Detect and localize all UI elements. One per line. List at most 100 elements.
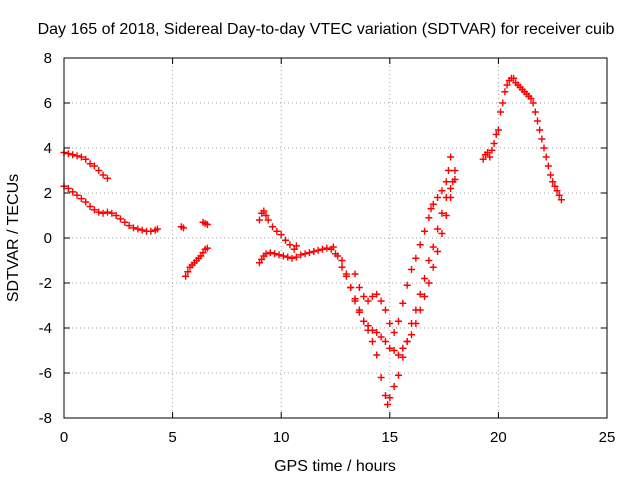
data-point — [449, 178, 457, 186]
data-point — [153, 225, 161, 233]
data-point — [112, 212, 120, 219]
data-point — [429, 243, 437, 251]
data-point — [390, 383, 398, 390]
data-point — [421, 293, 429, 300]
data-point — [368, 326, 376, 334]
y-tick-label: 4 — [44, 140, 52, 157]
data-point — [262, 250, 270, 258]
data-point — [386, 344, 394, 352]
data-point — [416, 290, 424, 298]
data-point — [364, 297, 372, 305]
data-point — [533, 117, 541, 125]
data-point — [116, 215, 124, 223]
data-point — [297, 251, 305, 259]
y-tick-label: 6 — [44, 95, 52, 112]
y-tick-label: -4 — [39, 320, 52, 337]
x-tick-label: 5 — [168, 429, 176, 446]
data-point — [86, 160, 94, 168]
data-point — [355, 306, 363, 314]
y-axis-label: SDTVAR / TECUs — [5, 174, 22, 302]
data-point — [329, 243, 337, 251]
data-point — [377, 297, 385, 305]
data-point — [264, 216, 272, 224]
data-point — [484, 149, 492, 156]
data-point — [108, 209, 116, 217]
data-point — [103, 208, 111, 216]
data-point — [292, 253, 300, 261]
data-point — [90, 162, 98, 170]
data-point — [373, 351, 381, 359]
data-point — [334, 252, 342, 260]
x-tick-label: 20 — [490, 429, 507, 446]
data-point — [421, 227, 429, 235]
data-point — [527, 95, 535, 102]
series-1 — [182, 218, 211, 280]
data-point — [394, 317, 402, 325]
series-0 — [60, 149, 187, 235]
data-point — [138, 226, 146, 234]
data-point — [323, 244, 331, 252]
data-point — [390, 347, 398, 354]
data-point — [412, 320, 420, 327]
data-point — [381, 392, 389, 399]
data-point — [147, 227, 155, 235]
data-point — [438, 187, 446, 195]
data-point — [64, 150, 72, 158]
data-points — [60, 74, 565, 408]
data-point — [438, 209, 446, 217]
x-axis-label: GPS time / hours — [274, 458, 396, 475]
data-point — [255, 216, 263, 224]
data-point — [540, 144, 548, 152]
data-point — [86, 203, 94, 210]
data-point — [442, 212, 450, 219]
data-point — [434, 225, 442, 233]
data-point — [408, 266, 416, 273]
data-point — [95, 208, 103, 216]
data-point — [82, 198, 90, 206]
data-point — [451, 167, 459, 174]
data-point — [427, 205, 435, 213]
data-point — [555, 191, 563, 199]
y-tick-label: 0 — [44, 230, 52, 247]
data-point — [355, 284, 363, 291]
data-point — [553, 187, 561, 195]
x-tick-label: 0 — [60, 429, 68, 446]
data-point — [416, 306, 424, 314]
data-point — [412, 254, 420, 262]
data-point — [399, 299, 407, 307]
chart-title: Day 165 of 2018, Sidereal Day-to-day VTE… — [38, 21, 615, 38]
data-point — [434, 248, 442, 255]
x-tick-label: 25 — [599, 429, 616, 446]
data-point — [82, 155, 90, 163]
data-point — [438, 230, 446, 237]
series-3 — [479, 74, 565, 204]
data-point — [73, 152, 81, 160]
data-point — [368, 338, 376, 345]
data-point — [279, 252, 287, 260]
data-point — [492, 131, 500, 138]
data-point — [421, 275, 429, 282]
data-point — [377, 374, 385, 381]
data-point — [399, 344, 407, 352]
data-point — [394, 371, 402, 379]
data-point — [347, 284, 355, 291]
y-tick-label: -6 — [39, 365, 52, 382]
plot-frame — [63, 57, 608, 419]
data-point — [486, 153, 494, 161]
data-point — [403, 281, 411, 289]
data-point — [282, 236, 290, 244]
data-point — [360, 293, 368, 300]
data-point — [288, 254, 296, 262]
data-point — [77, 153, 85, 161]
data-point — [551, 182, 559, 190]
data-point — [271, 250, 279, 258]
data-point — [286, 241, 294, 249]
data-point — [364, 322, 372, 330]
y-tick-label: 2 — [44, 185, 52, 202]
data-point — [429, 200, 437, 208]
data-point — [342, 270, 350, 278]
data-point — [203, 244, 211, 252]
series-2 — [255, 153, 459, 408]
x-axis: 0 5 10 15 20 25 — [60, 58, 616, 446]
